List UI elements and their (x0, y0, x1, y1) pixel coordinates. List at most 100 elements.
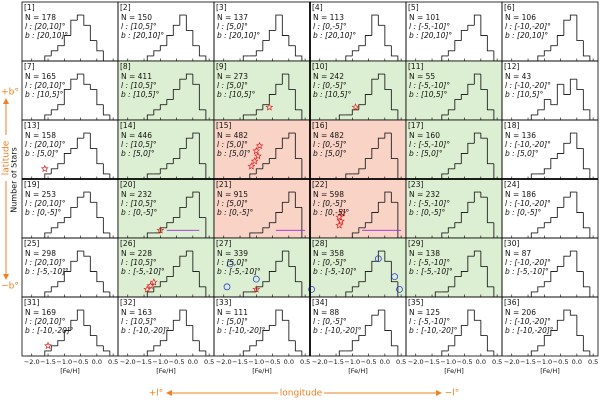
panel-l: l : [-10,-20]° (505, 140, 551, 149)
histogram-step (275, 212, 283, 223)
histogram-step (576, 192, 584, 213)
panel (501, 296, 599, 357)
histogram-step (275, 309, 283, 326)
circle-marker (223, 283, 231, 291)
star-marker (265, 103, 274, 111)
panel-b: b : [10,5]° (121, 90, 160, 99)
histogram-step (268, 94, 276, 105)
panel-n: N = 228 (121, 249, 152, 258)
histogram-step (159, 340, 167, 346)
histogram-step (198, 84, 206, 111)
panel-n: N = 163 (121, 308, 152, 317)
histogram-step (480, 320, 488, 337)
panel-label: [12] (504, 62, 519, 71)
histogram-step (255, 109, 263, 115)
panel-b: b : [5,0]° (217, 149, 251, 158)
histogram-step (563, 255, 571, 267)
histogram-step (377, 73, 385, 80)
histogram-step (192, 191, 200, 198)
panel-label: [4] (312, 3, 323, 12)
x-tick-label: −2.0 (24, 358, 40, 366)
panel-label: [21] (216, 180, 231, 189)
histogram-step (44, 232, 52, 238)
histogram-step (576, 79, 584, 90)
x-tick-label: −2.0 (120, 358, 136, 366)
histogram-step (576, 15, 584, 42)
histogram-step (89, 325, 97, 337)
panel-l: l : [10,5]° (121, 317, 157, 326)
histogram-step (89, 25, 97, 42)
circle-marker (252, 275, 260, 283)
panel-b: b : [5,0]° (25, 149, 59, 158)
circle-marker (391, 273, 399, 281)
panel-n: N = 482 (217, 131, 248, 140)
histogram-step (569, 14, 577, 21)
panel-n: N = 137 (217, 13, 248, 22)
panel-n: N = 160 (409, 131, 440, 140)
histogram-step (198, 45, 206, 57)
panel-l: l : [20,10]° (25, 81, 66, 90)
star-marker (44, 341, 52, 350)
histogram-step (102, 104, 110, 116)
x-tick-label: −1.0 (536, 358, 552, 366)
x-axis-label: [Fe/H] (156, 367, 176, 375)
histogram-step (262, 163, 270, 169)
x-tick-label: −1.0 (440, 358, 456, 366)
histogram-step (198, 271, 206, 288)
histogram-step (441, 350, 449, 356)
histogram-step (384, 310, 392, 331)
histogram-step (63, 153, 71, 164)
histogram-step (556, 83, 564, 105)
histogram-step (76, 137, 84, 149)
panel-b: b : [5,0]° (313, 149, 347, 158)
histogram-step (364, 158, 372, 169)
histogram-step (576, 133, 584, 149)
histogram-step (294, 340, 302, 352)
histogram-step (70, 319, 78, 331)
histogram-step (249, 345, 257, 351)
histogram-step (454, 163, 462, 169)
histogram-step (486, 138, 494, 165)
histogram-step (377, 309, 385, 316)
panel-l: l : [-10,-20]° (505, 22, 551, 31)
histogram-step (377, 15, 385, 26)
panel-b: b : [-5,-10]° (217, 267, 261, 276)
histogram-step (185, 15, 193, 31)
histogram-step (57, 340, 65, 346)
histogram-step (63, 35, 71, 46)
panel-n: N = 598 (313, 190, 344, 199)
histogram-step (351, 50, 359, 56)
panel-b: b : [0,-5]° (217, 208, 254, 217)
histogram-step (550, 217, 558, 223)
histogram-step (57, 104, 65, 110)
histogram-step (454, 276, 462, 287)
histogram-step (192, 325, 200, 342)
star-marker (149, 278, 158, 286)
histogram-step (63, 330, 71, 341)
lat-label: latitude (2, 140, 12, 175)
x-tick-label: −1.0 (248, 358, 264, 366)
histogram-step (205, 350, 213, 357)
x-tick-label: −0.5 (361, 358, 377, 366)
panel-b: b : [10,5]° (313, 90, 352, 99)
histogram-step (384, 191, 392, 203)
histogram-step (70, 147, 78, 154)
star-marker (143, 285, 152, 293)
histogram-step (96, 148, 104, 165)
histogram-step (146, 291, 154, 297)
panel-n: N = 273 (217, 72, 248, 81)
histogram-step (102, 50, 110, 62)
circle-marker (226, 260, 234, 268)
star-marker (338, 208, 347, 217)
histogram-step (281, 201, 289, 213)
lat-top: +b° (1, 88, 19, 98)
histogram-step (83, 310, 91, 326)
panel-l: l : [5,0]° (217, 317, 248, 326)
panel-b: b : [0,-5]° (409, 208, 446, 217)
histogram-step (281, 310, 289, 321)
panel-label: [18] (504, 121, 519, 130)
panel (213, 178, 311, 239)
histogram-step (345, 291, 353, 297)
histogram-step (172, 265, 180, 277)
panel-n: N = 298 (25, 249, 56, 258)
